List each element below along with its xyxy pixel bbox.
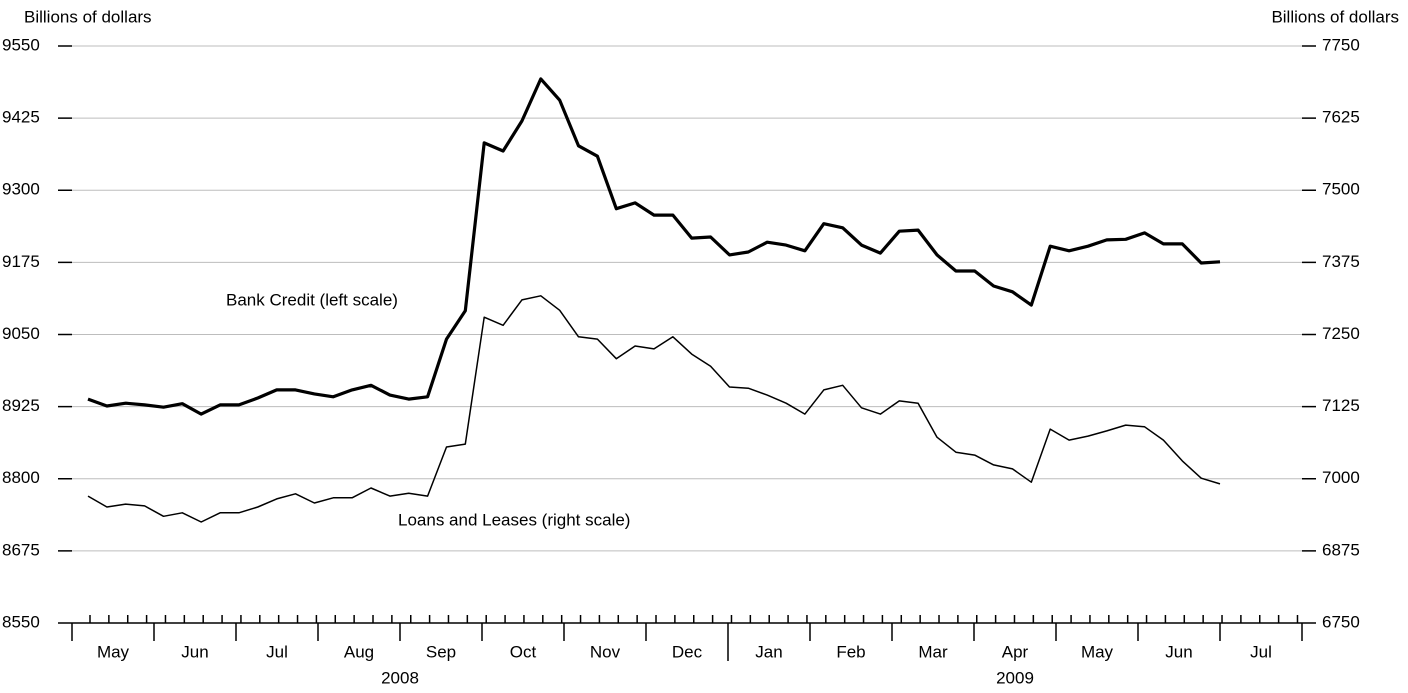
series-label: Loans and Leases (right scale) — [398, 510, 630, 529]
series-line — [87, 77, 1221, 416]
x-tick-label: Jun — [181, 642, 208, 661]
x-tick-label: Jun — [1165, 642, 1192, 661]
x-tick-label: Dec — [672, 642, 703, 661]
y2-tick-label: 6750 — [1322, 612, 1360, 631]
x-tick-label: May — [97, 642, 130, 661]
x-tick-label: Aug — [344, 642, 374, 661]
y2-tick-label: 7500 — [1322, 180, 1360, 199]
y2-tick-label: 7125 — [1322, 396, 1360, 415]
series-label: Bank Credit (left scale) — [226, 290, 398, 309]
y-tick-label: 8800 — [2, 468, 40, 487]
y-tick-label: 9300 — [2, 180, 40, 199]
x-tick-label: Jul — [1250, 642, 1272, 661]
x-tick-label: Feb — [836, 642, 865, 661]
x-tick-label: Nov — [590, 642, 621, 661]
y-tick-label: 9050 — [2, 324, 40, 343]
x-tick-label: Jul — [266, 642, 288, 661]
y-tick-label: 8550 — [2, 612, 40, 631]
x-tick-label: May — [1081, 642, 1114, 661]
y2-tick-label: 7250 — [1322, 324, 1360, 343]
x-tick-label: Apr — [1002, 642, 1029, 661]
y-tick-label: 8925 — [2, 396, 40, 415]
x-tick-label: Oct — [510, 642, 537, 661]
y-tick-label: 9425 — [2, 108, 40, 127]
y2-tick-label: 7625 — [1322, 108, 1360, 127]
y2-axis-title: Billions of dollars — [1271, 7, 1399, 26]
y2-tick-label: 7750 — [1322, 35, 1360, 54]
series-line — [87, 295, 1221, 523]
y-tick-label: 9175 — [2, 252, 40, 271]
y2-tick-label: 7375 — [1322, 252, 1360, 271]
x-tick-label: Sep — [426, 642, 456, 661]
year-label: 2009 — [996, 668, 1034, 687]
x-tick-label: Jan — [755, 642, 782, 661]
y-tick-label: 8675 — [2, 540, 40, 559]
y2-tick-label: 7000 — [1322, 468, 1360, 487]
y2-tick-label: 6875 — [1322, 540, 1360, 559]
y-tick-label: 9550 — [2, 35, 40, 54]
year-label: 2008 — [381, 668, 419, 687]
x-tick-label: Mar — [918, 642, 948, 661]
y-axis-title: Billions of dollars — [24, 7, 152, 26]
